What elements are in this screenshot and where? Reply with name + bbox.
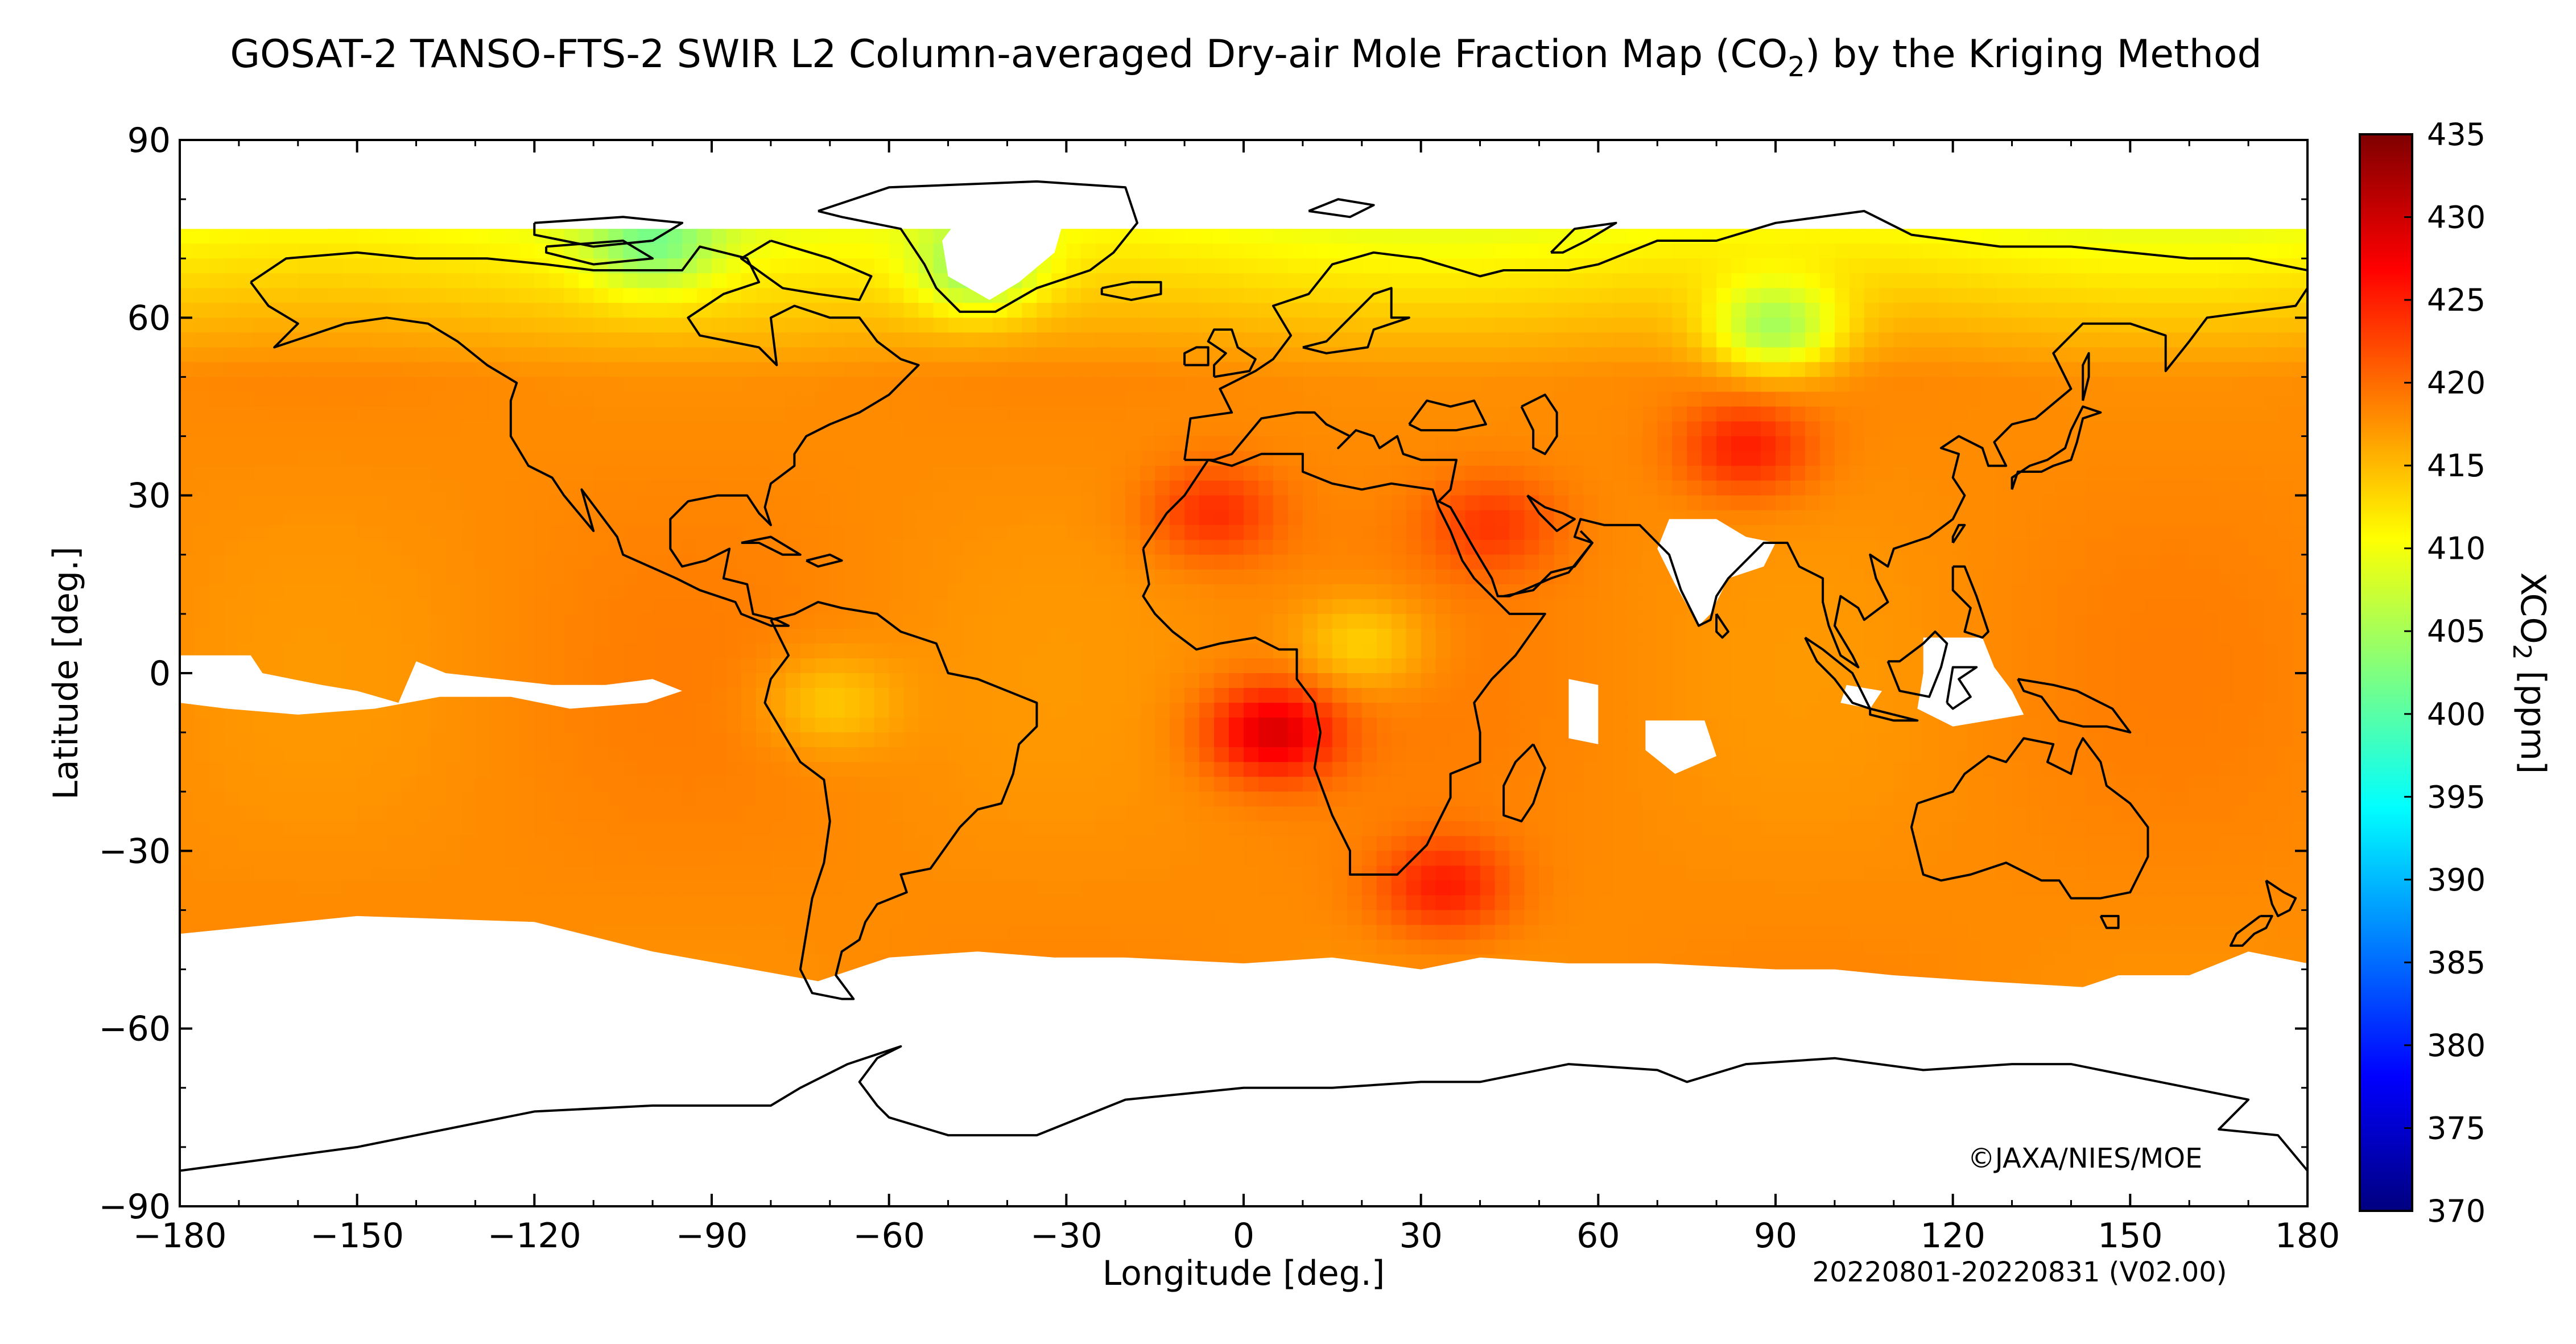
coastline-africa [1142, 452, 1546, 876]
y-tick-label: 60 [127, 298, 171, 338]
missing-data-layer [180, 140, 2307, 1206]
coastline-novaya-zemlya [1550, 221, 1617, 254]
colorbar-tick-label: 370 [2427, 1193, 2486, 1229]
coastline-sumatra [1804, 636, 1872, 710]
y-axis-label: Latitude [deg.] [46, 547, 86, 800]
y-tick-label: 90 [127, 121, 171, 160]
x-tick-label: −90 [676, 1216, 748, 1256]
x-tick-label: −30 [1030, 1216, 1103, 1256]
coastline-svalbard [1308, 198, 1375, 218]
coastline-japan [2011, 405, 2102, 490]
colorbar-gradient [2359, 133, 2413, 1212]
period-text: 20220801-20220831 (V02.00) [1813, 1256, 2227, 1288]
coastline-arabia-iran [1503, 530, 1594, 597]
coastline-arctic-islands [533, 216, 684, 248]
y-tick-label: −90 [98, 1187, 171, 1227]
coastline-taiwan [1951, 523, 1966, 544]
colorbar-tick-label: 385 [2427, 945, 2486, 980]
y-tick-label: −30 [98, 831, 171, 871]
x-tick-label: 60 [1576, 1216, 1620, 1256]
coastline-australia [1910, 737, 2149, 900]
figure-title: GOSAT-2 TANSO-FTS-2 SWIR L2 Column-avera… [230, 32, 2261, 83]
missing-data-patch [1568, 679, 1599, 744]
coastline-new-guinea [2017, 678, 2132, 734]
coastline-hispaniola [806, 553, 843, 568]
colorbar-tick-label: 375 [2427, 1110, 2486, 1146]
colorbar-tick-label: 390 [2427, 862, 2486, 898]
y-axis-ticks: −90 −60 −30 0 30 60 90 [98, 121, 2307, 1227]
coastline-north-america [250, 245, 920, 627]
coastline-baffin [740, 240, 873, 302]
colorbar-tick-label: 420 [2427, 365, 2486, 401]
x-axis-label: Longitude [deg.] [1103, 1254, 1385, 1293]
x-tick-label: 30 [1399, 1216, 1442, 1256]
colorbar-label: XCO2 [ppm] [2507, 572, 2553, 774]
coastline-ireland [1183, 346, 1209, 366]
colorbar-tick-label: 410 [2427, 531, 2486, 567]
coastline-baltic [1302, 287, 1410, 354]
missing-data-patch [180, 916, 2307, 1206]
coastline-nz-south [2229, 914, 2273, 947]
coastline-philippines [1951, 565, 1989, 639]
y-tick-label: 0 [149, 654, 171, 694]
x-tick-label: 120 [1920, 1216, 1985, 1256]
coastlines-layer [180, 180, 2307, 1172]
coastline-sri-lanka [1715, 613, 1729, 639]
colorbar-tick-label: 435 [2427, 117, 2486, 152]
coastline-sulawesi [1946, 666, 1978, 710]
colorbar-tick-label: 430 [2427, 200, 2486, 236]
colorbar: 370 375 380 385 390 395 400 405 410 415 420 425 430 4… [2359, 117, 2553, 1229]
x-tick-label: 90 [1754, 1216, 1797, 1256]
coastline-sakhalin [2082, 352, 2090, 401]
colorbar-tick-label: 400 [2427, 696, 2486, 732]
missing-data-patch [180, 655, 683, 715]
coastline-south-america [763, 601, 1038, 1000]
coastline-java [1869, 707, 1919, 722]
x-tick-label: 180 [2275, 1216, 2340, 1256]
x-tick-label: −180 [133, 1216, 227, 1256]
coastline-iceland [1100, 281, 1162, 302]
coastline-gb [1207, 328, 1257, 378]
coastline-antarctica [180, 1045, 2307, 1172]
coastline-greenland [818, 180, 1138, 313]
xco2-field-layer [180, 229, 2307, 1015]
coastline-tasmania [2099, 914, 2120, 929]
x-tick-label: 0 [1233, 1216, 1254, 1256]
y-tick-label: −60 [98, 1009, 171, 1049]
colorbar-tick-label: 405 [2427, 613, 2486, 649]
coastline-nz-north [2265, 879, 2297, 917]
coastline-victoria-island [545, 240, 654, 266]
coastline-caspian [1520, 393, 1558, 455]
missing-data-patch [1840, 685, 1882, 709]
missing-data-patch [180, 140, 2307, 229]
missing-data-patch [1645, 720, 1717, 774]
x-tick-label: 150 [2098, 1216, 2163, 1256]
missing-data-patch [942, 211, 1067, 300]
xco2-map-plot [180, 140, 2307, 1206]
colorbar-tick-label: 415 [2427, 448, 2486, 484]
colorbar-ticks: 370 375 380 385 390 395 400 405 410 415 420 425 430 4… [2404, 117, 2486, 1229]
missing-data-patch [1657, 519, 1776, 626]
colorbar-tick-label: 380 [2427, 1028, 2486, 1063]
x-axis-ticks: −180 −150 −120 −90 −60 −30 0 30 60 90 120 150 180 [133, 140, 2340, 1256]
y-tick-label: 30 [127, 476, 171, 516]
coastline-cuba [741, 535, 802, 556]
colorbar-tick-label: 395 [2427, 779, 2486, 815]
colorbar-tick-label: 425 [2427, 282, 2486, 318]
coastline-madagascar [1502, 743, 1546, 823]
x-tick-label: −120 [488, 1216, 581, 1256]
coastline-borneo [1886, 630, 1948, 698]
coastline-black-sea [1408, 399, 1487, 432]
x-tick-label: −60 [853, 1216, 925, 1256]
coastline-eurasia [1183, 209, 2307, 669]
coastline-persian-gulf [1526, 494, 1576, 533]
x-tick-label: −150 [310, 1216, 404, 1256]
credit-text: ©JAXA/NIES/MOE [1968, 1143, 2203, 1174]
